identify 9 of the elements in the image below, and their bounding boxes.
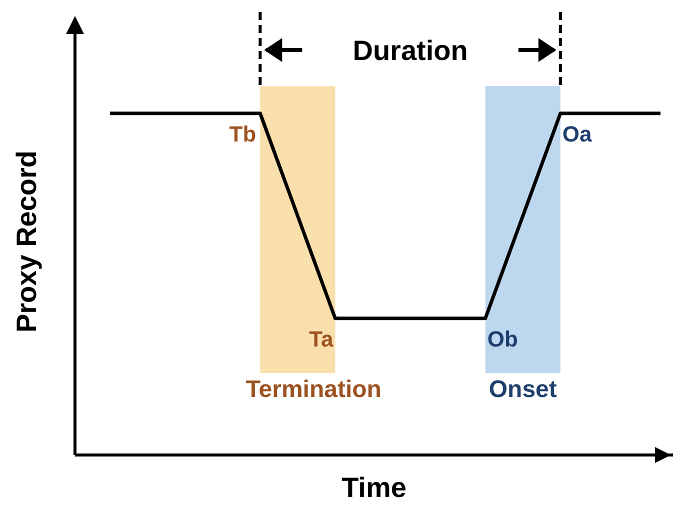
text: Duration — [352, 35, 468, 66]
x-axis-title: Time — [342, 472, 406, 503]
annotation: Termination — [246, 376, 382, 404]
annotation: Tb — [229, 121, 256, 146]
annotation: Onset — [488, 376, 557, 404]
y-axis-title: Proxy Record — [11, 150, 42, 333]
annotation: Oa — [562, 121, 593, 146]
annotation: Ob — [487, 326, 518, 352]
annotation: Ta — [309, 326, 334, 352]
